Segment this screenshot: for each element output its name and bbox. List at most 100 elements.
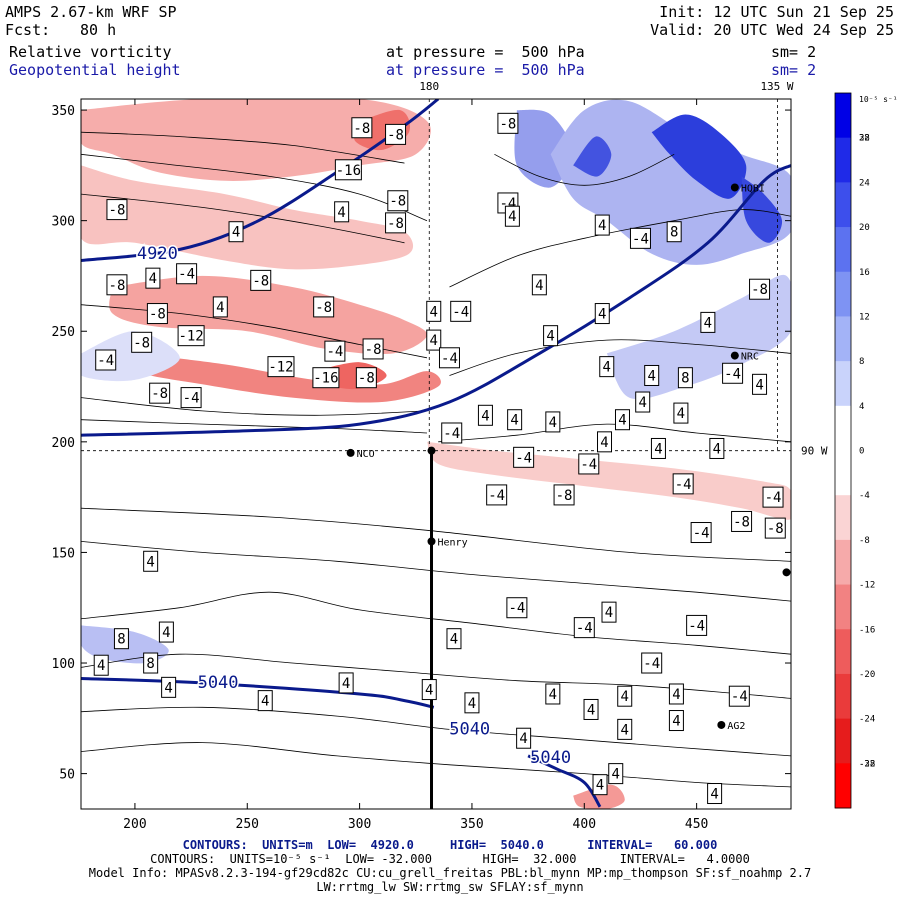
vorticity-contour-label: 4: [713, 441, 721, 457]
colorbar-swatch: [835, 450, 851, 496]
station-label: NRC: [741, 352, 759, 363]
vorticity-contour-label-box: [594, 214, 610, 236]
vorticity-contour-label-box: [543, 325, 559, 347]
y-tick-label: 50: [59, 768, 75, 783]
vorticity-contour-label: -4: [452, 304, 469, 320]
vorticity-contour-label: 4: [430, 333, 438, 349]
vorticity-contour-label-box: [599, 356, 615, 378]
vorticity-contour-label: 4: [704, 315, 712, 331]
vorticity-contour-label: -8: [358, 371, 375, 387]
vorticity-contour-label-box: [583, 698, 599, 720]
model-name: AMPS 2.67-km WRF SP: [5, 3, 177, 21]
vorticity-contour-label-box: [641, 652, 663, 674]
parallel-label: 90 W: [801, 445, 828, 458]
colorbar-units: 10⁻⁵ s⁻¹: [859, 95, 898, 104]
vorticity-contour-label-box: [752, 373, 768, 395]
vorticity-contour-line: [494, 153, 675, 186]
vorticity-contour-label-box: [635, 391, 651, 413]
vorticity-contour-label: -8: [151, 386, 168, 402]
vorticity-contour-line: [81, 131, 405, 164]
colorbar-swatch: [835, 763, 851, 809]
vorticity-contour-label-box: [362, 338, 384, 360]
x-tick-label: 450: [685, 817, 708, 832]
vorticity-contour-label: 4: [232, 225, 240, 241]
vorticity-contour-label: -4: [183, 391, 200, 407]
station-marker: [346, 448, 355, 457]
grid-lines: [81, 99, 791, 452]
y-tick-label: 100: [52, 657, 75, 672]
vorticity-contour-label: 4: [508, 209, 516, 225]
vorticity-contour-line: [449, 339, 791, 376]
vorticity-contour-label-box: [426, 300, 442, 322]
vorticity-contour-label-box: [149, 382, 171, 404]
vorticity-contour-line: [81, 742, 791, 788]
vorticity-contour-label-box: [644, 364, 660, 386]
colorbar-swatch: [835, 673, 851, 720]
positive-vorticity-area: [550, 99, 791, 265]
vorticity-contour-label-box: [351, 117, 373, 139]
colorbar-level-label: 12: [859, 312, 870, 322]
vorticity-contour-label-box: [324, 340, 346, 362]
vorticity-contour-label: -4: [731, 689, 748, 705]
colorbar-frame: [834, 92, 852, 809]
vorticity-contour-label-box: [673, 402, 689, 424]
vorticity-contour-label-box: [507, 409, 523, 431]
colorbar-level-label: -12: [859, 581, 875, 591]
colorbar-level-label: 20: [859, 223, 870, 233]
vorticity-contour-label-box: [106, 274, 128, 296]
geopotential-contour-4920: [81, 164, 791, 437]
colorbar-swatch: [835, 584, 851, 630]
vorticity-contour-label: 4: [164, 680, 172, 696]
vorticity-contour-label: -4: [178, 267, 195, 283]
vorticity-contour-line: [81, 653, 791, 699]
vorticity-contour-label-box: [545, 683, 561, 705]
vorticity-contour-label: -4: [576, 621, 593, 637]
vorticity-contour-label-box: [426, 329, 442, 351]
vorticity-contour-label-box: [334, 201, 350, 223]
vorticity-contour-label-box: [749, 278, 771, 300]
vorticity-contour-label-box: [313, 296, 335, 318]
axes: 200 250 300 350 400 450 50 100 150 200 250 300 350 18…: [52, 80, 828, 832]
y-tick-label: 300: [52, 215, 75, 230]
station-marker: [782, 568, 791, 577]
vorticity-contour-label-box: [686, 614, 708, 636]
vorticity-contour-label-box: [257, 690, 273, 712]
vorticity-contour-label: -4: [97, 353, 114, 369]
forecast-label: Fcst:: [5, 21, 51, 39]
field1-smoothing: sm= 2: [771, 43, 817, 61]
vorticity-contour-label-box: [592, 774, 608, 796]
vorticity-contour-label-box: [312, 367, 340, 389]
vorticity-contour-label: -8: [149, 307, 166, 323]
vorticity-contour-label-box: [355, 367, 377, 389]
vorticity-contour-label-box: [441, 422, 463, 444]
vorticity-contour-label: -4: [765, 490, 782, 506]
vorticity-contour-high: HIGH= 32.000: [482, 852, 577, 866]
vorticity-contour-label: 4: [481, 408, 489, 424]
plot-frame: [80, 98, 792, 810]
vorticity-contour-label: 4: [672, 687, 680, 703]
colorbar-level-label: -28: [859, 759, 875, 769]
station-label: Henry: [438, 537, 468, 548]
y-tick-label: 250: [52, 325, 75, 340]
height-contour-units: CONTOURS: UNITS=m LOW= 4920.0: [182, 838, 414, 852]
colorbar-level-label: 16: [859, 268, 870, 278]
vorticity-contour-label-box: [650, 437, 666, 459]
colorbar-swatch: [835, 271, 851, 317]
vorticity-contour-label-box: [731, 510, 753, 532]
vorticity-contour-label: 4: [510, 413, 518, 429]
vorticity-contour-label-box: [497, 112, 519, 134]
vorticity-contour-info: CONTOURS: UNITS=10⁻⁵ s⁻¹ LOW= -32.000 HI…: [0, 852, 900, 866]
vorticity-contour-label: -4: [693, 526, 710, 542]
valid-time: Valid: 20 UTC Wed 24 Sep 25: [650, 21, 894, 39]
vorticity-contour-label: 4: [549, 687, 557, 703]
colorbar-level-label: 0: [859, 447, 864, 457]
vorticity-contour-label-box: [421, 679, 437, 701]
colorbar-level-label: -4: [859, 491, 870, 501]
vorticity-contour-label-box: [722, 362, 744, 384]
vorticity-contour-label-box: [617, 685, 633, 707]
vorticity-contour-label: -4: [580, 457, 597, 473]
vorticity-contour-label: 4: [425, 683, 433, 699]
vorticity-contour-label: -4: [632, 231, 649, 247]
vorticity-contour-line: [449, 209, 791, 288]
vorticity-contour-label: -4: [508, 601, 525, 617]
